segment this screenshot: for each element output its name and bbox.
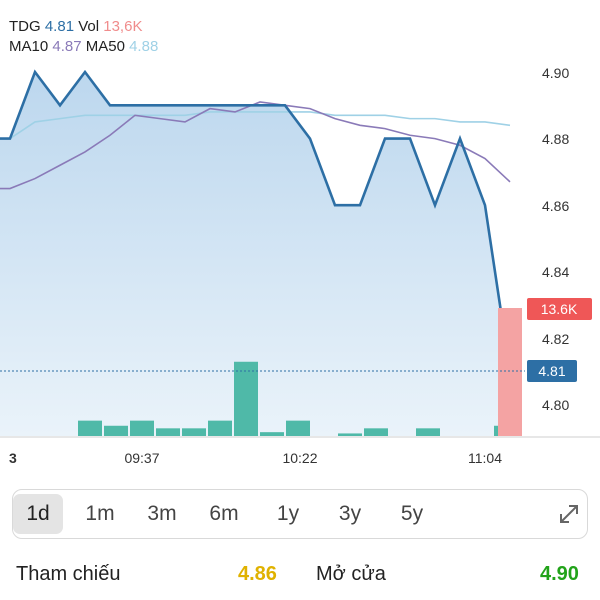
volume-bar [364, 428, 388, 436]
tab-1y[interactable]: 1y [276, 502, 300, 525]
ma-header: MA10 4.87 MA50 4.88 [9, 38, 158, 56]
tab-6m[interactable]: 6m [209, 502, 239, 525]
y-tick-label: 4.84 [542, 264, 569, 280]
ma10-value: 4.87 [52, 38, 82, 55]
y-tick-label: 4.88 [542, 131, 569, 147]
volume-bar [498, 308, 522, 436]
tab-3m[interactable]: 3m [147, 502, 177, 525]
ma10-label: MA10 [9, 38, 49, 55]
volume-bar [286, 420, 310, 436]
open-price-value: 4.90 [540, 563, 579, 585]
tab-5y[interactable]: 5y [400, 502, 424, 525]
open-price-label: Mở cửa [316, 563, 386, 585]
y-tick-label: 4.80 [542, 397, 569, 413]
last-price: 4.81 [44, 18, 75, 35]
reference-price-label: Tham chiếu [16, 563, 121, 585]
ticker-symbol: TDG [9, 18, 41, 35]
x-tick-label: 09:37 [124, 450, 159, 466]
timeframe-tab-bar: 1d 1m 3m 6m 1y 3y 5y [12, 489, 588, 539]
volume-bar [182, 428, 206, 436]
reference-price-value: 4.86 [238, 563, 277, 585]
volume-bar [338, 433, 362, 436]
volume-value: 13,6K [103, 18, 143, 35]
volume-bar [78, 420, 102, 436]
volume-bar [130, 420, 154, 436]
price-badge-label: 4.81 [538, 363, 565, 379]
volume-bar [416, 428, 440, 436]
volume-badge [527, 298, 592, 320]
tab-3y[interactable]: 3y [338, 502, 362, 525]
ma50-label: MA50 [85, 38, 125, 55]
x-tick-label: 10:22 [282, 450, 317, 466]
volume-badge-label: 13.6K [541, 301, 578, 317]
y-tick-label: 4.82 [542, 331, 569, 347]
volume-bar [208, 420, 232, 436]
tab-1d[interactable]: 1d [13, 494, 63, 534]
expand-icon[interactable] [553, 498, 585, 530]
volume-bar [260, 432, 284, 436]
ma50-value: 4.88 [129, 38, 159, 55]
x-tick-label: 11:04 [468, 450, 502, 466]
tab-1m[interactable]: 1m [85, 502, 115, 525]
volume-label: Vol [78, 18, 100, 35]
quote-header: TDG 4.81 Vol 13,6K [9, 18, 142, 36]
y-tick-label: 4.90 [542, 65, 569, 81]
price-chart[interactable]: 4.90 4.88 4.86 4.84 4.82 4.80 13.6K 4.81 3 09:37 1… [0, 0, 600, 480]
price-area [0, 72, 510, 436]
x-tick-label: 3 [9, 450, 17, 466]
y-tick-label: 4.86 [542, 198, 569, 214]
ma50-line [0, 111, 511, 140]
price-line [0, 69, 512, 372]
volume-bar [234, 361, 258, 436]
volume-bar [156, 428, 180, 436]
price-badge [527, 360, 577, 382]
volume-bar [104, 425, 128, 436]
ma10-line [0, 101, 511, 190]
